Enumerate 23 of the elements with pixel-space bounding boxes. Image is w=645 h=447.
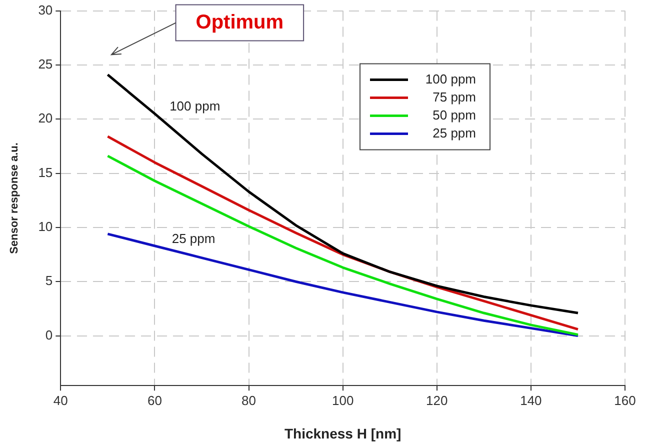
y-tick-label: 10 bbox=[38, 219, 53, 234]
legend-label: 50 ppm bbox=[432, 107, 476, 122]
annotation: 25 ppm bbox=[172, 231, 216, 246]
y-tick-label: 20 bbox=[38, 110, 53, 126]
annotation: 100 ppm bbox=[170, 98, 220, 114]
y-tick-label: 5 bbox=[45, 273, 53, 288]
legend-label: 25 ppm bbox=[432, 125, 476, 140]
x-tick-label: 60 bbox=[147, 392, 162, 408]
y-tick-label: 30 bbox=[38, 2, 53, 18]
x-tick-label: 40 bbox=[53, 392, 68, 408]
legend-label: 75 ppm bbox=[432, 89, 476, 104]
x-tick-label: 80 bbox=[242, 392, 256, 408]
x-tick-label: 140 bbox=[520, 392, 542, 408]
y-tick-label: 25 bbox=[38, 56, 53, 72]
y-axis-title: Sensor response a.u. bbox=[8, 142, 21, 254]
y-tick-label: 0 bbox=[45, 327, 53, 342]
x-tick-label: 160 bbox=[614, 392, 636, 408]
x-tick-label: 100 bbox=[332, 392, 354, 408]
x-tick-label: 120 bbox=[426, 392, 448, 408]
annotation: Optimum bbox=[196, 11, 284, 34]
legend-label: 100 ppm bbox=[425, 71, 476, 86]
x-axis-title: Thickness H [nm] bbox=[284, 425, 402, 442]
y-tick-label: 15 bbox=[38, 164, 53, 180]
